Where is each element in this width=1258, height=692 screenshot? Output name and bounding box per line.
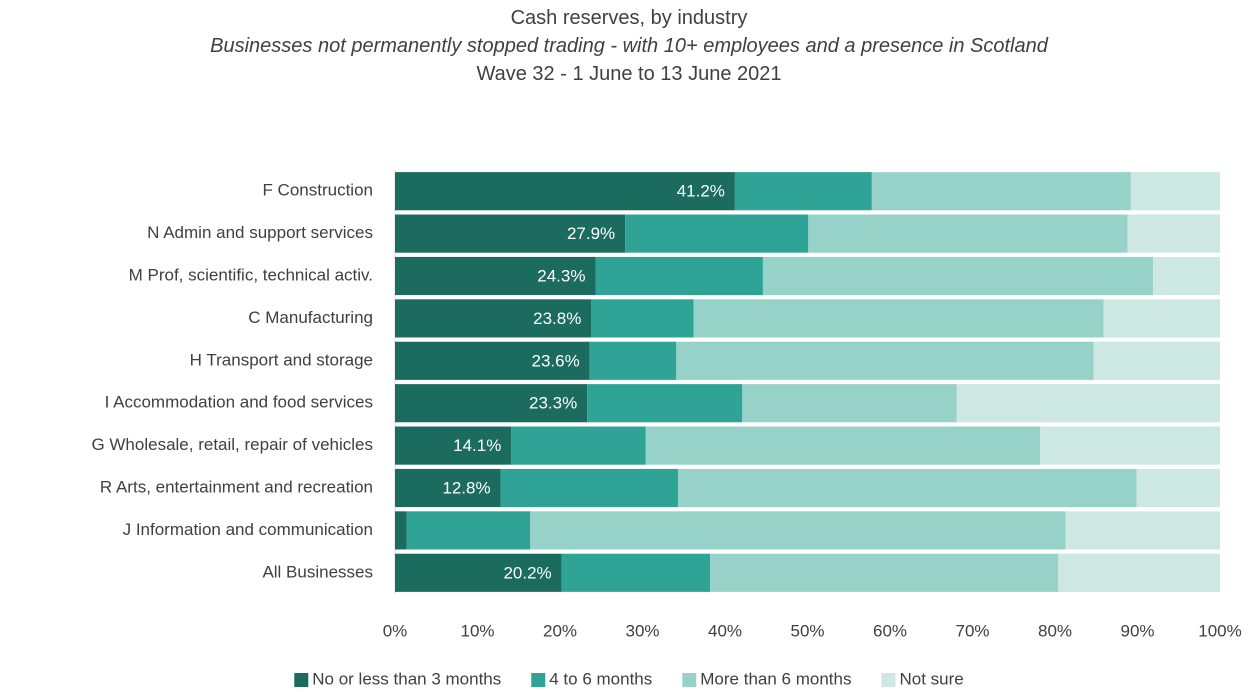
bar-segment xyxy=(734,172,872,211)
bar-segment xyxy=(956,384,1220,423)
data-label: 20.2% xyxy=(503,563,551,582)
bar-segment xyxy=(500,468,678,508)
legend-label: Not sure xyxy=(899,669,963,688)
bar-segment xyxy=(742,384,957,423)
x-tick-label: 90% xyxy=(1120,621,1154,640)
bar-segment xyxy=(530,511,1066,550)
bar-segment xyxy=(406,511,531,550)
y-tick-label: N Admin and support services xyxy=(147,223,373,242)
bar-segment xyxy=(871,172,1131,211)
titles: Cash reserves, by industry Businesses no… xyxy=(0,4,1258,88)
bar-segment xyxy=(395,511,407,550)
bar-segment xyxy=(808,214,1128,253)
y-tick-label: C Manufacturing xyxy=(248,308,373,327)
bar-segment xyxy=(395,299,592,338)
bar-segment xyxy=(1058,553,1220,592)
bar-segment xyxy=(645,426,1041,465)
chart-title: Cash reserves, by industry xyxy=(510,7,748,29)
x-tick-label: 50% xyxy=(790,621,824,640)
bar-segment xyxy=(395,341,590,380)
bar-segment xyxy=(1153,256,1220,296)
y-tick-label: R Arts, entertainment and recreation xyxy=(100,477,373,496)
x-tick-label: 10% xyxy=(460,621,494,640)
bar-segment xyxy=(1127,214,1220,253)
bar-segment xyxy=(591,299,694,338)
y-tick-label: F Construction xyxy=(262,181,373,200)
y-tick-label: J Information and communication xyxy=(123,520,373,539)
bar-segment xyxy=(587,384,743,423)
x-tick-label: 40% xyxy=(708,621,742,640)
legend-label: 4 to 6 months xyxy=(549,669,652,688)
y-tick-label: H Transport and storage xyxy=(190,350,373,369)
data-label: 23.8% xyxy=(533,309,581,328)
x-tick-label: 20% xyxy=(543,621,577,640)
bar-segment xyxy=(677,468,1137,508)
legend-swatch xyxy=(881,673,896,687)
legend-label: No or less than 3 months xyxy=(312,669,501,688)
legend-swatch xyxy=(531,673,546,687)
x-tick-label: 70% xyxy=(955,621,989,640)
bar-segment xyxy=(762,256,1154,296)
bar-segment xyxy=(395,256,596,296)
bar-segment xyxy=(1103,299,1220,338)
bar-segment xyxy=(710,553,1059,592)
bar-segment xyxy=(1065,511,1220,550)
bar-segment xyxy=(1130,172,1220,211)
data-label: 12.8% xyxy=(442,478,490,497)
data-label: 23.3% xyxy=(529,394,577,413)
y-tick-label: All Businesses xyxy=(262,562,373,581)
y-tick-label: M Prof, scientific, technical activ. xyxy=(129,265,373,284)
data-label: 24.3% xyxy=(537,266,585,285)
bar-segment xyxy=(1136,468,1220,508)
x-tick-label: 60% xyxy=(873,621,907,640)
bar-segment xyxy=(1093,341,1220,380)
chart-subtitle: Businesses not permanently stopped tradi… xyxy=(210,35,1048,57)
bar-segment xyxy=(395,468,501,508)
data-label: 41.2% xyxy=(677,182,725,201)
legend-label: More than 6 months xyxy=(700,669,851,688)
bar-segment xyxy=(693,299,1104,338)
bar-segment xyxy=(625,214,809,253)
x-tick-label: 80% xyxy=(1038,621,1072,640)
bar-segment xyxy=(395,384,588,423)
x-tick-label: 30% xyxy=(625,621,659,640)
chart-subtitle-2: Wave 32 - 1 June to 13 June 2021 xyxy=(476,63,782,85)
y-tick-label: I Accommodation and food services xyxy=(105,393,373,412)
data-label: 27.9% xyxy=(567,224,615,243)
bar-segment xyxy=(511,426,646,465)
bar-segment xyxy=(1040,426,1220,465)
data-label: 14.1% xyxy=(453,436,501,455)
bar-segment xyxy=(395,172,735,211)
bar-segment xyxy=(561,553,711,592)
bar-segment xyxy=(395,426,512,465)
bar-segment xyxy=(676,341,1094,380)
y-tick-label: G Wholesale, retail, repair of vehicles xyxy=(91,435,373,454)
bar-segment xyxy=(395,553,562,592)
bar-segment xyxy=(395,214,626,253)
data-label: 23.6% xyxy=(531,351,579,370)
x-tick-label: 0% xyxy=(383,621,408,640)
legend-swatch xyxy=(294,673,309,687)
bar-segment xyxy=(595,256,763,296)
legend-swatch xyxy=(682,673,697,687)
bar-segment xyxy=(589,341,677,380)
x-tick-label: 100% xyxy=(1198,621,1241,640)
